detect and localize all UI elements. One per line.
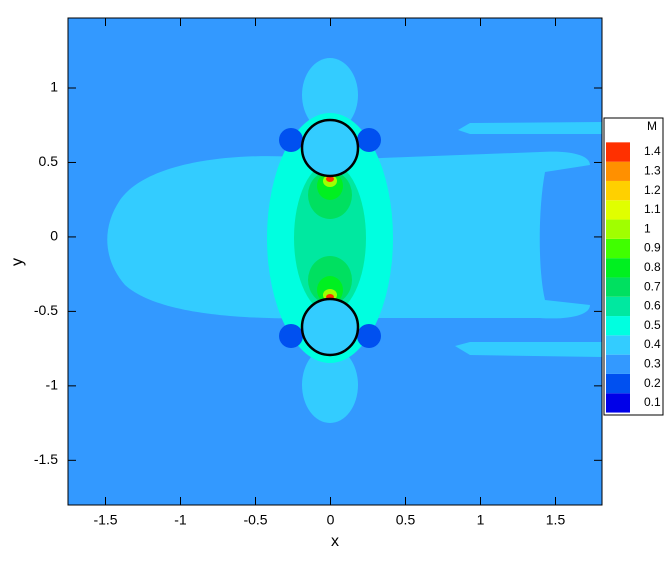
colorbar-label: 1.2	[644, 183, 661, 197]
cylinder	[300, 297, 360, 357]
contour-region	[357, 324, 381, 348]
y-tick-label: 1	[50, 79, 58, 95]
colorbar-swatch	[606, 258, 630, 278]
colorbar-swatch	[606, 296, 630, 317]
contour-region	[279, 324, 303, 348]
colorbar-label: 0.6	[644, 299, 661, 313]
axes: -1.5 -1 -0.5 0 0.5 1 1.5 -1.5 -1 -0.5 0 0.5 1	[34, 18, 602, 528]
x-tick-label: 0	[327, 512, 335, 528]
colorbar-label: 0.4	[644, 337, 661, 351]
colorbar-swatch	[606, 277, 630, 297]
colorbar-label: 1.3	[644, 163, 661, 177]
x-tick-label: -1	[174, 512, 187, 528]
colorbar-swatch	[606, 316, 630, 336]
colorbar-label: 0.9	[644, 241, 661, 255]
cylinder	[300, 118, 360, 178]
colorbar-swatch	[606, 142, 630, 162]
colorbar-swatch	[606, 238, 630, 259]
colorbar-title: M	[647, 119, 657, 133]
colorbar-swatch	[606, 200, 630, 220]
contour-region	[458, 122, 602, 134]
contour-region	[302, 347, 358, 423]
colorbar-label: 0.3	[644, 356, 661, 370]
colorbar-swatch	[606, 219, 630, 239]
y-tick-label: 0.5	[39, 153, 59, 169]
colorbar-swatch	[606, 373, 630, 394]
colorbar-swatch	[606, 393, 630, 413]
colorbar-swatch	[606, 161, 630, 181]
contour-region	[302, 58, 358, 132]
y-tick-label: 0	[50, 228, 58, 244]
colorbar-label: 1.4	[644, 144, 661, 158]
contour-region	[357, 128, 381, 152]
colorbar-label: 0.1	[644, 395, 661, 409]
x-tick-label: -1.5	[93, 512, 117, 528]
colorbar-swatch	[606, 354, 630, 374]
contour-field	[68, 18, 602, 505]
plot-frame	[67, 17, 603, 506]
y-tick-label: -1.5	[34, 451, 58, 467]
contour-region	[326, 176, 334, 182]
colorbar-label: 0.2	[644, 376, 661, 390]
colorbar-label: 1.1	[644, 202, 661, 216]
contour-region	[279, 128, 303, 152]
colorbar-label: 0.5	[644, 318, 661, 332]
colorbar-swatch	[606, 180, 630, 201]
x-tick-label: 1	[477, 512, 485, 528]
x-axis-label: x	[331, 533, 339, 550]
contour-region	[455, 342, 602, 357]
x-tick-label: 1.5	[546, 512, 566, 528]
x-tick-label: 0.5	[396, 512, 416, 528]
colorbar-label: 1	[644, 221, 651, 235]
y-axis-label: y	[9, 258, 26, 266]
x-tick-label: -0.5	[243, 512, 267, 528]
y-tick-label: -0.5	[34, 302, 58, 318]
y-tick-label: -1	[46, 377, 59, 393]
colorbar: M 0.1 0.2 0.3 0.4 0.5 0.6 0.7 0.8 0.9 1 1.1 1.2 1.3 1…	[603, 117, 664, 416]
colorbar-swatch	[606, 335, 630, 355]
colorbar-label: 0.7	[644, 279, 661, 293]
colorbar-label: 0.8	[644, 260, 661, 274]
